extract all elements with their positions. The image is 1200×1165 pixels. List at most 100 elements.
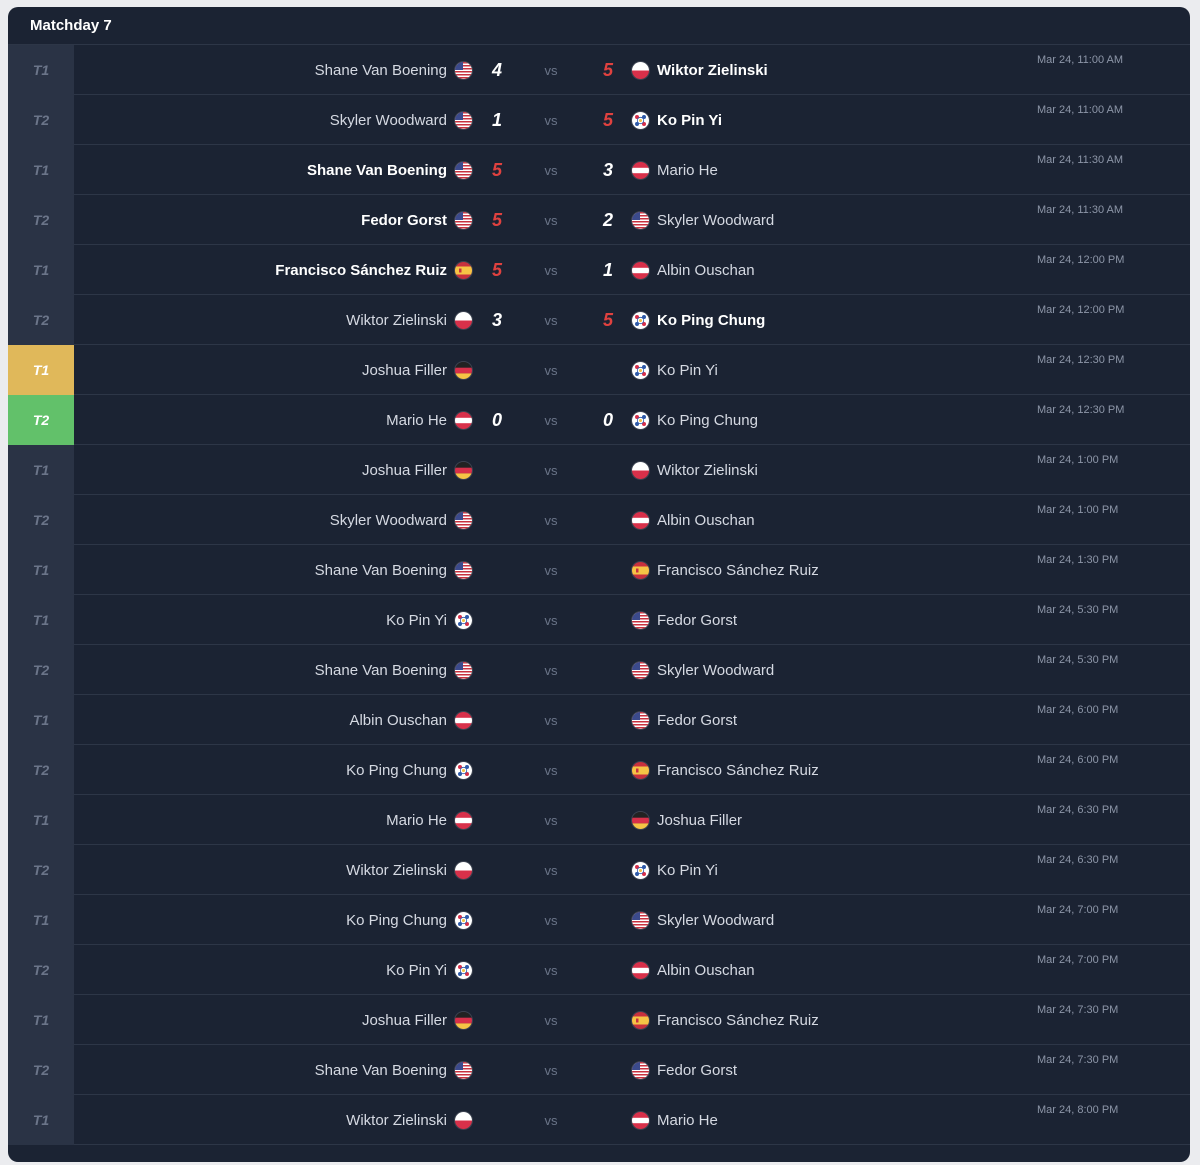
match-row[interactable]: T1 Mario He vs Joshua Filler Mar 24, 6:3…	[8, 795, 1190, 845]
match-time: Mar 24, 7:30 PM	[1037, 1054, 1119, 1066]
poland-flag-icon	[455, 861, 472, 879]
match-row[interactable]: T2 Fedor Gorst 5 vs 2 Skyler Woodward Ma…	[8, 195, 1190, 245]
table-label: T2	[8, 95, 74, 145]
home-player-name: Wiktor Zielinski	[346, 861, 447, 879]
home-player[interactable]: Ko Pin Yi	[386, 945, 472, 995]
match-row[interactable]: T1 Francisco Sánchez Ruiz 5 vs 1 Albin O…	[8, 245, 1190, 295]
match-time: Mar 24, 1:00 PM	[1037, 454, 1119, 466]
away-player[interactable]: Wiktor Zielinski	[632, 445, 758, 495]
match-row[interactable]: T1 Joshua Filler vs Wiktor Zielinski Mar…	[8, 445, 1190, 495]
away-player[interactable]: Albin Ouschan	[632, 245, 755, 295]
match-row[interactable]: T1 Joshua Filler vs Francisco Sánchez Ru…	[8, 995, 1190, 1045]
away-player[interactable]: Ko Ping Chung	[632, 395, 758, 445]
home-player[interactable]: Ko Ping Chung	[346, 745, 472, 795]
away-player[interactable]: Skyler Woodward	[632, 195, 774, 245]
away-player[interactable]: Skyler Woodward	[632, 895, 774, 945]
home-player[interactable]: Shane Van Boening	[315, 45, 472, 95]
home-player[interactable]: Fedor Gorst	[361, 195, 472, 245]
spain-flag-icon	[455, 261, 472, 279]
away-score: 3	[602, 159, 613, 180]
poland-flag-icon	[632, 61, 649, 79]
match-row[interactable]: T2 Ko Ping Chung vs Francisco Sánchez Ru…	[8, 745, 1190, 795]
home-player[interactable]: Mario He	[386, 395, 472, 445]
match-row[interactable]: T2 Wiktor Zielinski 3 vs 5 Ko Ping Chung…	[8, 295, 1190, 345]
home-player[interactable]: Joshua Filler	[362, 995, 472, 1045]
away-player[interactable]: Mario He	[632, 1095, 718, 1145]
home-player[interactable]: Francisco Sánchez Ruiz	[275, 245, 472, 295]
table-label: T1	[8, 245, 74, 295]
vs-label: vs	[544, 912, 558, 928]
vs-label: vs	[544, 412, 558, 428]
away-player[interactable]: Francisco Sánchez Ruiz	[632, 545, 819, 595]
away-player[interactable]: Ko Pin Yi	[632, 845, 718, 895]
match-row[interactable]: T2 Ko Pin Yi vs Albin Ouschan Mar 24, 7:…	[8, 945, 1190, 995]
table-label: T2	[8, 495, 74, 545]
match-row[interactable]: T1 Albin Ouschan vs Fedor Gorst Mar 24, …	[8, 695, 1190, 745]
home-player[interactable]: Shane Van Boening	[315, 1045, 472, 1095]
match-row[interactable]: T1 Shane Van Boening 4 vs 5 Wiktor Zieli…	[8, 45, 1190, 95]
match-row[interactable]: T2 Skyler Woodward 1 vs 5 Ko Pin Yi Mar …	[8, 95, 1190, 145]
away-player[interactable]: Fedor Gorst	[632, 595, 737, 645]
away-player[interactable]: Ko Ping Chung	[632, 295, 765, 345]
chinese-taipei-flag-icon	[455, 911, 472, 929]
match-row[interactable]: T1 Wiktor Zielinski vs Mario He Mar 24, …	[8, 1095, 1190, 1145]
away-player[interactable]: Francisco Sánchez Ruiz	[632, 745, 819, 795]
home-player-name: Shane Van Boening	[314, 661, 447, 679]
match-time: Mar 24, 6:30 PM	[1037, 804, 1119, 816]
home-player[interactable]: Ko Pin Yi	[386, 595, 472, 645]
away-player[interactable]: Fedor Gorst	[632, 695, 737, 745]
away-player[interactable]: Francisco Sánchez Ruiz	[632, 995, 819, 1045]
home-score	[485, 945, 509, 995]
home-player[interactable]: Ko Ping Chung	[346, 895, 472, 945]
away-score	[596, 445, 620, 495]
away-player[interactable]: Mario He	[632, 145, 718, 195]
home-player[interactable]: Joshua Filler	[362, 345, 472, 395]
away-score: 5	[602, 309, 613, 330]
away-player[interactable]: Wiktor Zielinski	[632, 45, 768, 95]
away-player[interactable]: Ko Pin Yi	[632, 95, 722, 145]
away-player[interactable]: Fedor Gorst	[632, 1045, 737, 1095]
away-player[interactable]: Skyler Woodward	[632, 645, 774, 695]
away-player[interactable]: Albin Ouschan	[632, 495, 755, 545]
home-player[interactable]: Wiktor Zielinski	[346, 845, 472, 895]
chinese-taipei-flag-icon	[455, 761, 472, 779]
table-label: T1	[8, 145, 74, 195]
home-player[interactable]: Wiktor Zielinski	[346, 295, 472, 345]
home-player[interactable]: Wiktor Zielinski	[346, 1095, 472, 1145]
away-player[interactable]: Ko Pin Yi	[632, 345, 718, 395]
home-player[interactable]: Skyler Woodward	[330, 95, 472, 145]
home-player[interactable]: Albin Ouschan	[349, 695, 472, 745]
austria-flag-icon	[632, 161, 649, 179]
usa-flag-icon	[455, 561, 472, 579]
away-player[interactable]: Joshua Filler	[632, 795, 742, 845]
away-score	[596, 945, 620, 995]
match-time: Mar 24, 5:30 PM	[1037, 654, 1119, 666]
home-player[interactable]: Shane Van Boening	[307, 145, 472, 195]
home-player-name: Skyler Woodward	[329, 511, 447, 529]
match-row[interactable]: T1 Ko Ping Chung vs Skyler Woodward Mar …	[8, 895, 1190, 945]
away-player-name: Fedor Gorst	[657, 1061, 738, 1079]
away-player-name: Fedor Gorst	[657, 611, 738, 629]
home-player[interactable]: Joshua Filler	[362, 445, 472, 495]
home-player[interactable]: Shane Van Boening	[315, 545, 472, 595]
match-row[interactable]: T2 Wiktor Zielinski vs Ko Pin Yi Mar 24,…	[8, 845, 1190, 895]
match-time: Mar 24, 12:00 PM	[1037, 254, 1125, 266]
home-player-name: Shane Van Boening	[314, 61, 447, 79]
spain-flag-icon	[632, 1011, 649, 1029]
match-row[interactable]: T2 Skyler Woodward vs Albin Ouschan Mar …	[8, 495, 1190, 545]
away-score: 1	[602, 259, 613, 280]
home-player[interactable]: Mario He	[386, 795, 472, 845]
match-row[interactable]: T1 Shane Van Boening vs Francisco Sánche…	[8, 545, 1190, 595]
match-row[interactable]: T1 Shane Van Boening 5 vs 3 Mario He Mar…	[8, 145, 1190, 195]
away-player[interactable]: Albin Ouschan	[632, 945, 755, 995]
match-row[interactable]: T1 Ko Pin Yi vs Fedor Gorst Mar 24, 5:30…	[8, 595, 1190, 645]
match-row[interactable]: T2 Shane Van Boening vs Fedor Gorst Mar …	[8, 1045, 1190, 1095]
vs-label: vs	[544, 1112, 558, 1128]
chinese-taipei-flag-icon	[632, 311, 649, 329]
home-player[interactable]: Skyler Woodward	[330, 495, 472, 545]
home-player[interactable]: Shane Van Boening	[315, 645, 472, 695]
match-row[interactable]: T2 Mario He 0 vs 0 Ko Ping Chung Mar 24,…	[8, 395, 1190, 445]
away-score	[596, 1045, 620, 1095]
match-row[interactable]: T2 Shane Van Boening vs Skyler Woodward …	[8, 645, 1190, 695]
match-row[interactable]: T1 Joshua Filler vs Ko Pin Yi Mar 24, 12…	[8, 345, 1190, 395]
